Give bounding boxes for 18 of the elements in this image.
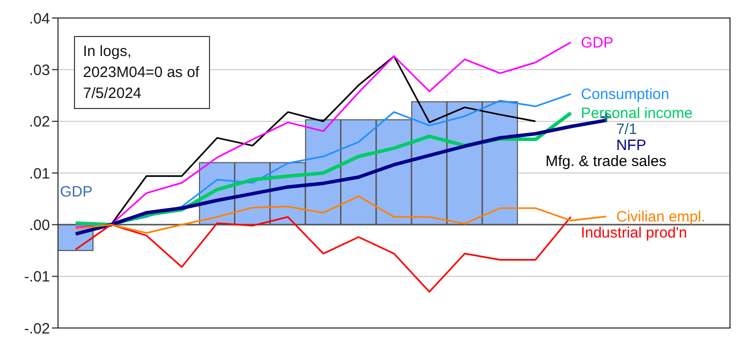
series-label: Civilian empl. [616, 208, 706, 226]
y-tick-label: .02 [29, 114, 50, 131]
y-tick-label: -.02 [24, 320, 50, 338]
series-label: Consumption [580, 86, 670, 103]
series-label: GDP [580, 34, 614, 52]
line-series [74, 216, 572, 293]
annotation: In logs, 2023M04=0 as of 7/5/2024 [74, 36, 210, 109]
series-label: NFP [616, 137, 646, 154]
series-label: 7/1 [616, 121, 638, 138]
y-tick-label: .01 [29, 165, 50, 182]
y-tick-label: .03 [29, 62, 50, 79]
series-label: Personal income [580, 105, 693, 122]
y-tick-label: -.01 [24, 268, 50, 286]
series-label: Industrial prod'n [580, 224, 688, 242]
y-tick-label: .04 [29, 10, 50, 28]
text: Mfg. & trade sales [545, 153, 666, 170]
y-tick-label: .00 [29, 216, 50, 234]
series-label: GDP [60, 184, 93, 201]
